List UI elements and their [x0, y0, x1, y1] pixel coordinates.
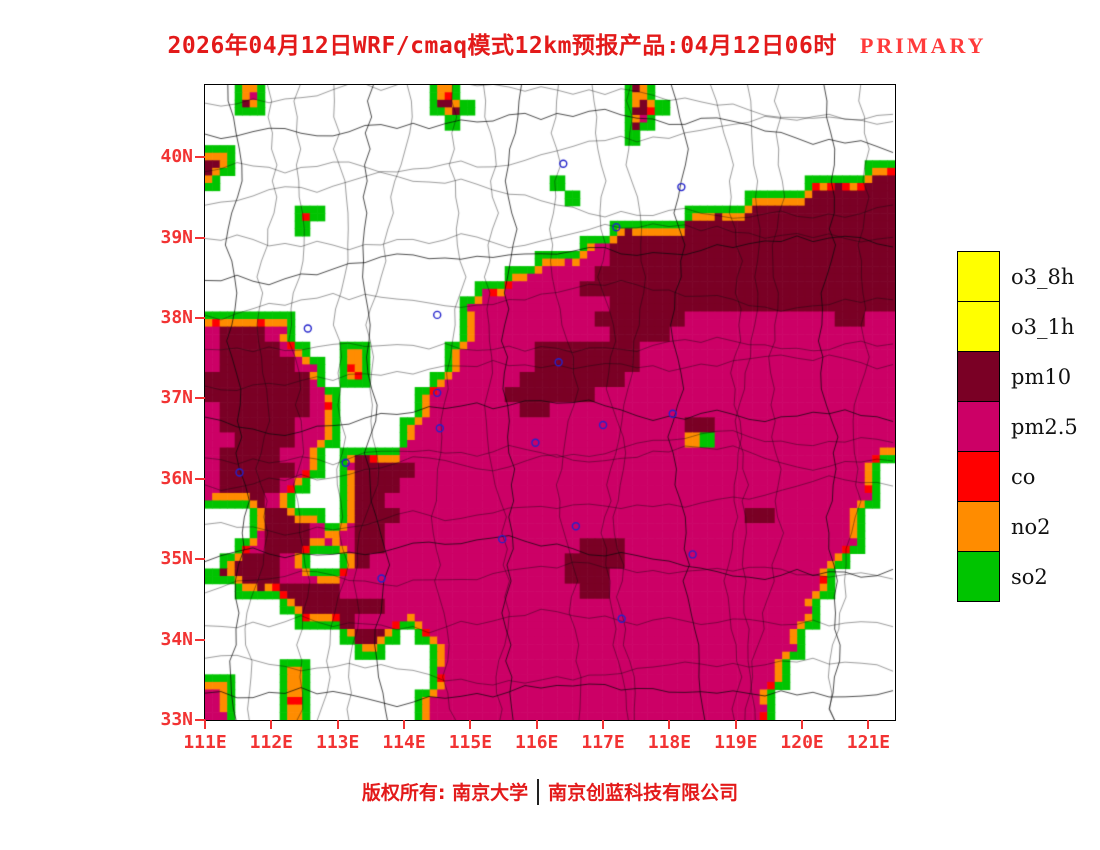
lat-tick-mark [195, 477, 205, 480]
legend-label: pm10 [1011, 364, 1072, 389]
map-canvas [205, 85, 895, 720]
lon-tick-mark [270, 720, 273, 729]
lon-tick-mark [867, 720, 870, 729]
legend-swatch-pm10 [957, 351, 1000, 402]
lon-tick-mark [403, 720, 406, 729]
plot-title-text: 2026年04月12日WRF/cmaq模式12km预报产品:04月12日06时 [167, 33, 837, 59]
lat-tick-mark [195, 638, 205, 641]
lon-tick-mark [668, 720, 671, 729]
legend: o3_8h o3_1h pm10 pm2.5 co no2 so2 [957, 251, 1078, 602]
legend-swatch-co [957, 451, 1000, 502]
legend-label: so2 [1011, 564, 1048, 589]
legend-label: o3_8h [1011, 264, 1075, 289]
copyright-footer: 版权所有: 南京大学 南京创蓝科技有限公司 [0, 778, 1100, 805]
lat-tick-mark [195, 558, 205, 561]
lat-tick-label: 38N [160, 307, 193, 329]
lon-tick-mark [336, 720, 339, 729]
copyright-company: 南京创蓝科技有限公司 [548, 782, 739, 804]
legend-item: co [957, 451, 1078, 502]
legend-item: pm10 [957, 351, 1078, 402]
lon-tick-label: 115E [448, 732, 493, 753]
lat-tick-label: 37N [160, 387, 193, 409]
legend-label: co [1011, 464, 1036, 489]
legend-item: so2 [957, 551, 1078, 602]
legend-swatch-no2 [957, 501, 1000, 552]
lat-tick-label: 35N [160, 548, 193, 570]
lat-tick-label: 36N [160, 467, 193, 489]
plot-title-primary-label: PRIMARY [859, 33, 987, 58]
lon-tick-label: 117E [581, 732, 625, 753]
copyright-divider [537, 779, 540, 805]
lat-tick-label: 39N [160, 226, 193, 248]
legend-item: no2 [957, 501, 1078, 552]
lon-tick-mark [469, 720, 472, 729]
lon-tick-mark [801, 720, 804, 729]
legend-item: o3_1h [957, 301, 1078, 352]
lat-tick-label: 34N [160, 628, 193, 650]
lat-tick-mark [195, 156, 205, 159]
lat-tick-mark [195, 397, 205, 400]
lat-tick-label: 33N [160, 709, 193, 730]
lon-tick-label: 112E [249, 732, 294, 753]
lat-tick-mark [195, 236, 205, 239]
lon-tick-label: 120E [780, 732, 824, 753]
legend-swatch-o3_8h [957, 251, 1000, 302]
legend-label: o3_1h [1011, 314, 1075, 339]
legend-label: pm2.5 [1011, 414, 1078, 439]
lon-tick-label: 118E [647, 732, 692, 753]
lon-tick-mark [204, 720, 206, 729]
lon-tick-label: 114E [382, 732, 426, 753]
lon-tick-label: 116E [515, 732, 559, 753]
lat-tick-mark [195, 719, 205, 721]
lon-tick-label: 121E [846, 732, 891, 753]
lat-tick-mark [195, 317, 205, 320]
lat-tick-label: 40N [160, 146, 193, 168]
lon-tick-label: 119E [714, 732, 758, 753]
legend-swatch-o3_1h [957, 301, 1000, 352]
map-plot-area [204, 84, 896, 721]
legend-item: o3_8h [957, 251, 1078, 302]
lon-tick-label: 113E [316, 732, 360, 753]
legend-label: no2 [1011, 514, 1051, 539]
lon-tick-label: 111E [183, 732, 227, 753]
legend-item: pm2.5 [957, 401, 1078, 452]
plot-title: 2026年04月12日WRF/cmaq模式12km预报产品:04月12日06时 … [0, 26, 1100, 60]
copyright-owner: 版权所有: 南京大学 [361, 782, 529, 804]
lon-tick-mark [535, 720, 538, 729]
legend-swatch-so2 [957, 551, 1000, 602]
lon-tick-mark [734, 720, 737, 729]
legend-swatch-pm2.5 [957, 401, 1000, 452]
lon-tick-mark [602, 720, 605, 729]
